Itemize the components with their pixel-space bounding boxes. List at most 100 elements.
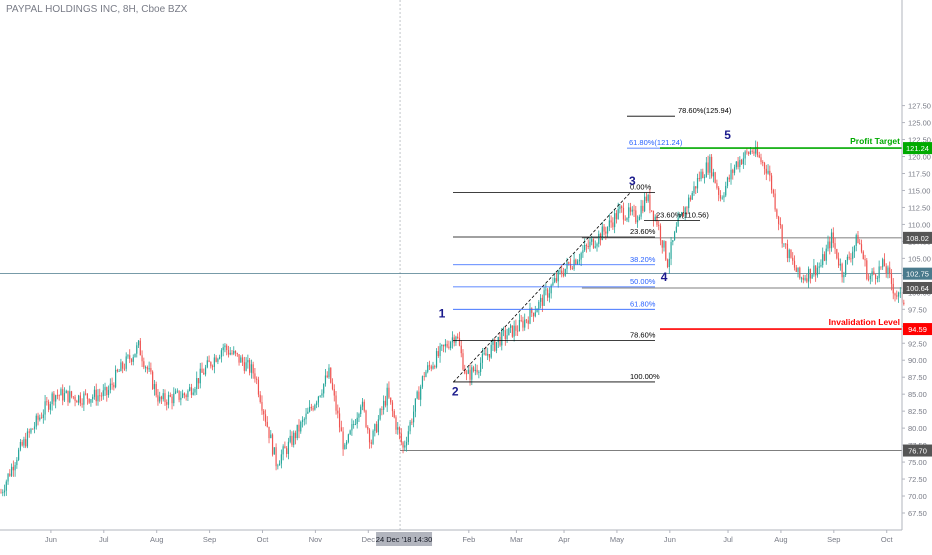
candle	[40, 412, 43, 419]
candle	[194, 386, 196, 396]
candle	[619, 203, 621, 214]
y-tick-label: 112.50	[908, 203, 930, 212]
candle	[173, 387, 175, 407]
candle	[2, 489, 4, 497]
x-tick-label: Jul	[99, 535, 109, 544]
candle	[668, 252, 670, 274]
candle	[559, 267, 561, 275]
candle	[885, 263, 887, 278]
candle	[358, 412, 360, 422]
candle	[162, 389, 164, 402]
candle	[268, 426, 270, 444]
candle	[705, 156, 707, 178]
candle	[10, 463, 13, 478]
candle	[681, 211, 683, 216]
candle	[353, 420, 355, 429]
candle	[287, 437, 290, 460]
candle	[779, 217, 781, 229]
invalidation-label: Invalidation Level	[829, 317, 900, 327]
candle	[261, 395, 263, 415]
candle	[487, 347, 489, 361]
candle	[800, 276, 803, 283]
candle	[250, 359, 252, 379]
candle	[524, 313, 526, 331]
svg-text:100.64: 100.64	[906, 284, 929, 293]
candle	[176, 388, 178, 394]
candle	[58, 394, 60, 401]
candle	[640, 199, 642, 220]
fib-extension-label: 23.60%(110.56)	[656, 211, 709, 220]
candle	[806, 273, 808, 284]
candle	[606, 226, 609, 237]
candle	[894, 292, 896, 302]
candle	[635, 205, 637, 225]
wave-trendline[interactable]	[453, 192, 631, 383]
candle	[434, 364, 436, 370]
candle	[451, 331, 454, 349]
candle	[307, 407, 309, 414]
candle	[862, 250, 864, 260]
candle	[439, 342, 441, 363]
candle	[375, 421, 378, 434]
candle	[245, 357, 247, 372]
candle	[608, 213, 610, 232]
candle	[342, 427, 344, 456]
candle	[517, 325, 519, 336]
candle	[478, 370, 480, 379]
candle	[855, 233, 857, 252]
candle	[853, 245, 856, 258]
candle	[792, 252, 794, 265]
candle	[612, 217, 614, 230]
candle	[896, 290, 898, 300]
candle	[116, 368, 118, 373]
candle	[425, 369, 427, 378]
candle	[294, 430, 297, 445]
candle	[236, 352, 238, 357]
candle	[388, 381, 390, 399]
candle	[578, 253, 580, 265]
candle	[256, 376, 258, 385]
candle	[460, 339, 462, 358]
candle	[423, 371, 425, 381]
candle	[580, 251, 582, 267]
candle	[414, 398, 416, 418]
candle	[157, 389, 159, 406]
candle	[427, 361, 429, 374]
candle	[32, 428, 34, 430]
candle	[72, 396, 74, 400]
candle	[785, 243, 787, 249]
candle	[462, 349, 464, 371]
wave-label: 1	[439, 306, 446, 320]
candle	[74, 394, 76, 407]
candle	[347, 433, 349, 444]
candle	[501, 327, 503, 351]
candle	[243, 356, 245, 374]
candle	[765, 164, 767, 181]
candle	[404, 440, 406, 452]
candle	[247, 354, 249, 369]
candle	[554, 272, 556, 284]
svg-text:121.24: 121.24	[906, 144, 929, 153]
candle	[421, 375, 424, 389]
candle	[92, 394, 94, 403]
candle	[714, 171, 716, 184]
candle	[134, 353, 136, 358]
candle	[416, 390, 418, 400]
candle	[829, 236, 831, 255]
candle	[474, 363, 476, 376]
candle	[19, 438, 21, 452]
candle	[776, 208, 778, 219]
candle	[377, 415, 379, 436]
candle	[137, 339, 140, 349]
candle	[296, 424, 298, 441]
fib-level-label: 61.80%	[630, 299, 656, 308]
candle	[601, 221, 603, 241]
candle	[457, 333, 459, 340]
candle	[365, 409, 367, 429]
candle	[651, 210, 653, 213]
y-tick-label: 72.50	[908, 475, 927, 484]
y-tick-label: 127.50	[908, 102, 931, 111]
price-tag: 100.64	[903, 281, 932, 294]
